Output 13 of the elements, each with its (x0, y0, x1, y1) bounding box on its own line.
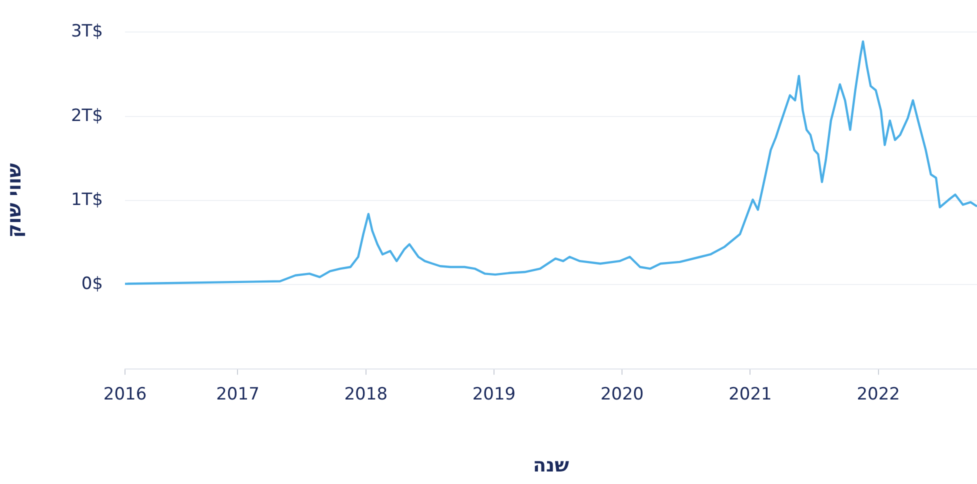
x-tick-label: 2022 (856, 384, 900, 404)
y-tick-label: 3T$ (70, 22, 103, 42)
y-axis-title: שווי שוק (3, 162, 26, 238)
x-tick-label: 2021 (728, 384, 772, 404)
x-tick-label: 2017 (216, 384, 260, 404)
x-tick-label: 2020 (600, 384, 644, 404)
y-tick-label: 2T$ (70, 106, 103, 126)
x-tick-label: 2018 (344, 384, 388, 404)
x-tick-label: 2016 (103, 384, 147, 404)
x-tick-label: 2019 (472, 384, 516, 404)
x-axis-title: שנה (532, 454, 570, 477)
y-tick-label: 0$ (81, 274, 103, 294)
y-tick-label: 1T$ (70, 190, 103, 210)
